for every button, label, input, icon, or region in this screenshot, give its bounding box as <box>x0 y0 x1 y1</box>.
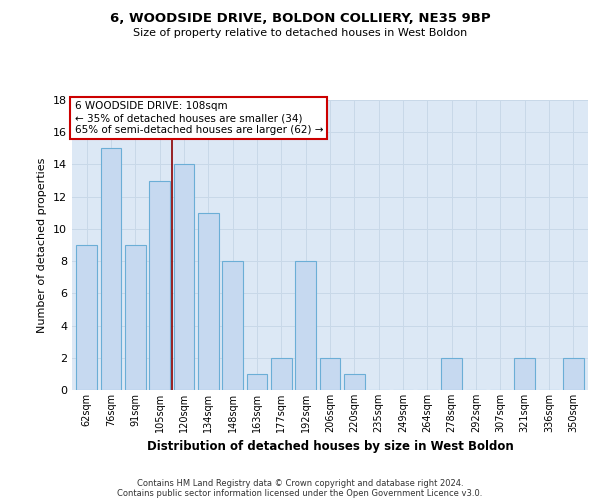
Bar <box>149 180 170 390</box>
Text: Contains public sector information licensed under the Open Government Licence v3: Contains public sector information licen… <box>118 488 482 498</box>
Bar <box>125 245 146 390</box>
X-axis label: Distribution of detached houses by size in West Boldon: Distribution of detached houses by size … <box>146 440 514 454</box>
Text: Contains HM Land Registry data © Crown copyright and database right 2024.: Contains HM Land Registry data © Crown c… <box>137 478 463 488</box>
Bar <box>271 358 292 390</box>
Bar <box>344 374 365 390</box>
Bar <box>101 148 121 390</box>
Bar <box>563 358 584 390</box>
Bar <box>76 245 97 390</box>
Bar <box>247 374 268 390</box>
Text: 6, WOODSIDE DRIVE, BOLDON COLLIERY, NE35 9BP: 6, WOODSIDE DRIVE, BOLDON COLLIERY, NE35… <box>110 12 490 26</box>
Y-axis label: Number of detached properties: Number of detached properties <box>37 158 47 332</box>
Text: 6 WOODSIDE DRIVE: 108sqm
← 35% of detached houses are smaller (34)
65% of semi-d: 6 WOODSIDE DRIVE: 108sqm ← 35% of detach… <box>74 102 323 134</box>
Bar <box>442 358 462 390</box>
Text: Size of property relative to detached houses in West Boldon: Size of property relative to detached ho… <box>133 28 467 38</box>
Bar <box>173 164 194 390</box>
Bar <box>295 261 316 390</box>
Bar <box>320 358 340 390</box>
Bar <box>198 213 218 390</box>
Bar <box>514 358 535 390</box>
Bar <box>222 261 243 390</box>
